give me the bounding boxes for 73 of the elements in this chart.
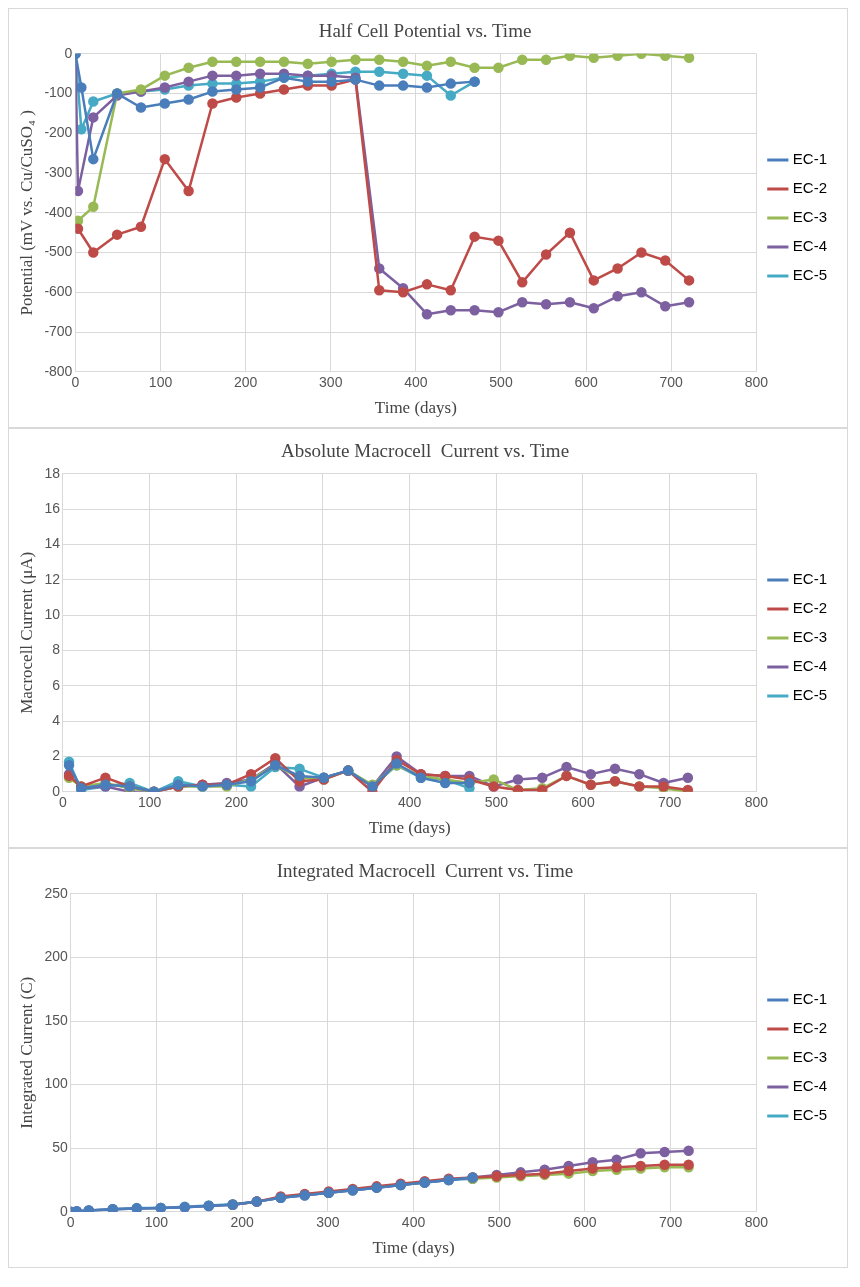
y-tick-label: 100 <box>44 1075 68 1092</box>
y-tick-label: 12 <box>44 570 61 587</box>
legend-label: EC-2 <box>792 1019 828 1037</box>
y-tick-label: -600 <box>44 283 73 300</box>
x-tick-label: 300 <box>316 1214 340 1231</box>
chart-title: Half Cell Potential vs. Time <box>318 20 532 42</box>
y-tick-label: -200 <box>44 124 73 141</box>
legend-label: EC-4 <box>792 237 828 255</box>
legend-label: EC-3 <box>792 1048 828 1066</box>
y-tick-label: 0 <box>64 44 73 61</box>
legend-label: EC-4 <box>792 1077 828 1095</box>
legend-label: EC-1 <box>792 150 828 168</box>
x-tick-label: 100 <box>137 794 162 811</box>
legend-label: EC-1 <box>792 990 828 1008</box>
x-tick-label: 400 <box>404 374 428 391</box>
x-tick-label: 600 <box>573 1214 597 1231</box>
x-tick-label: 800 <box>744 794 769 811</box>
y-tick-label: -400 <box>44 203 73 220</box>
legend-label: EC-3 <box>792 628 828 646</box>
y-tick-label: 150 <box>44 1011 68 1028</box>
x-axis-title: Time (days) <box>372 1238 455 1258</box>
y-tick-label: 8 <box>52 641 61 658</box>
legend-label: EC-4 <box>792 657 828 675</box>
x-tick-label: 100 <box>148 374 173 391</box>
legend-label: EC-5 <box>792 266 828 284</box>
x-tick-label: 800 <box>744 1214 769 1231</box>
x-tick-label: 600 <box>571 794 595 811</box>
x-tick-label: 700 <box>659 374 684 391</box>
legend-label: EC-3 <box>792 208 828 226</box>
legend-label: EC-1 <box>792 570 828 588</box>
x-tick-label: 500 <box>484 794 509 811</box>
y-tick-label: 0 <box>52 782 61 799</box>
x-tick-label: 800 <box>744 374 769 391</box>
y-tick-label: 6 <box>52 676 61 693</box>
y-tick-label: 14 <box>44 535 61 552</box>
x-tick-label: 700 <box>658 1214 683 1231</box>
x-tick-label: 300 <box>311 794 335 811</box>
y-tick-label: 200 <box>44 948 68 965</box>
x-tick-label: 600 <box>574 374 598 391</box>
y-axis-title: Macrocell Current (μA) <box>16 551 36 714</box>
y-tick-label: -300 <box>44 163 73 180</box>
x-tick-label: 500 <box>487 1214 512 1231</box>
x-tick-label: 100 <box>144 1214 169 1231</box>
x-tick-label: 400 <box>397 794 422 811</box>
y-tick-label: 50 <box>52 1139 68 1156</box>
legend-label: EC-2 <box>792 179 828 197</box>
y-tick-label: 250 <box>44 884 68 901</box>
y-axis-title: Integrated Current (C) <box>16 976 36 1129</box>
y-tick-label: 18 <box>44 464 61 481</box>
x-tick-label: 200 <box>233 374 258 391</box>
legend-label: EC-5 <box>792 1106 828 1124</box>
x-tick-label: 200 <box>224 794 249 811</box>
legend-label: EC-2 <box>792 599 828 617</box>
y-tick-label: -700 <box>44 322 73 339</box>
x-tick-label: 300 <box>319 374 343 391</box>
y-tick-label: 16 <box>44 499 61 516</box>
chart-title: Integrated Macrocell Current vs. Time <box>276 860 574 882</box>
y-tick-label: -500 <box>44 243 73 260</box>
y-tick-label: 4 <box>52 711 61 728</box>
y-axis-title: Potential (mV vs. Cu/CuSO₄ ) <box>16 110 36 316</box>
x-tick-label: 400 <box>401 1214 426 1231</box>
chart-title: Absolute Macrocell Current vs. Time <box>280 440 570 462</box>
y-tick-label: -100 <box>44 84 73 101</box>
x-axis-title: Time (days) <box>368 818 451 838</box>
y-tick-label: 0 <box>59 1202 68 1219</box>
x-axis-title: Time (days) <box>374 398 457 418</box>
x-tick-label: 500 <box>489 374 513 391</box>
x-tick-label: 200 <box>230 1214 255 1231</box>
y-tick-label: 2 <box>52 747 61 764</box>
y-tick-label: -800 <box>44 362 73 379</box>
legend-label: EC-5 <box>792 686 828 704</box>
x-tick-label: 700 <box>657 794 682 811</box>
y-tick-label: 10 <box>44 605 61 622</box>
